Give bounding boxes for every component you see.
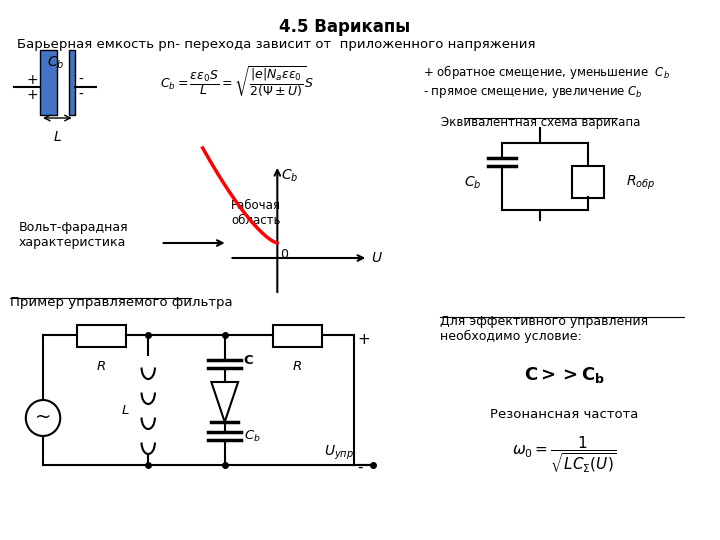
Text: Эквивалентная схема варикапа: Эквивалентная схема варикапа	[441, 116, 640, 129]
Text: - прямое смещение, увеличение $C_b$: - прямое смещение, увеличение $C_b$	[423, 84, 642, 100]
Text: $C_b$: $C_b$	[464, 175, 481, 191]
Text: 4.5 Варикапы: 4.5 Варикапы	[279, 18, 410, 36]
Text: C: C	[244, 354, 253, 367]
Bar	[273, 325, 323, 347]
Bar	[69, 50, 75, 115]
Text: +: +	[27, 88, 38, 102]
Text: $C_b = \dfrac{\varepsilon\varepsilon_0 S}{L} = \sqrt{\dfrac{|e|N_a\varepsilon\va: $C_b = \dfrac{\varepsilon\varepsilon_0 S…	[160, 65, 314, 99]
Text: Резонансная частота: Резонансная частота	[490, 408, 639, 422]
Bar	[572, 166, 604, 198]
Text: Для эффективного управления
необходимо условие:: Для эффективного управления необходимо у…	[440, 315, 648, 343]
Text: 0: 0	[280, 248, 288, 261]
Text: -: -	[78, 73, 84, 87]
Text: $\omega_0 = \dfrac{1}{\sqrt{LC_{\Sigma}(U)}}$: $\omega_0 = \dfrac{1}{\sqrt{LC_{\Sigma}(…	[512, 435, 616, 475]
Text: -: -	[78, 88, 84, 102]
Text: +: +	[27, 73, 38, 87]
Text: L: L	[122, 403, 129, 416]
Text: Рабочая
область: Рабочая область	[231, 199, 282, 227]
Text: $C_b$: $C_b$	[244, 428, 261, 443]
Text: $\mathbf{C >> C_b}$: $\mathbf{C >> C_b}$	[523, 365, 605, 385]
Text: R: R	[96, 360, 106, 373]
Text: Пример управляемого фильтра: Пример управляемого фильтра	[9, 296, 232, 309]
Text: $C_b$: $C_b$	[281, 168, 299, 184]
Text: Вольт-фарадная
характеристика: Вольт-фарадная характеристика	[19, 221, 129, 249]
Bar	[40, 50, 58, 115]
Text: + обратное смещение, уменьшение  $C_b$: + обратное смещение, уменьшение $C_b$	[423, 63, 670, 81]
Text: L: L	[53, 130, 61, 144]
Text: $U_{упр}$: $U_{упр}$	[325, 444, 354, 462]
Text: R: R	[293, 360, 302, 373]
Text: +: +	[358, 333, 370, 348]
Text: Барьерная емкость pn- перехода зависит от  приложенного напряжения: Барьерная емкость pn- перехода зависит о…	[17, 38, 536, 51]
Text: $R_{обр}$: $R_{обр}$	[626, 174, 656, 192]
Bar	[76, 325, 126, 347]
Text: $U$: $U$	[371, 251, 383, 265]
Text: $C_b$: $C_b$	[47, 55, 64, 71]
Text: ~: ~	[35, 408, 51, 427]
Text: -: -	[358, 460, 363, 475]
